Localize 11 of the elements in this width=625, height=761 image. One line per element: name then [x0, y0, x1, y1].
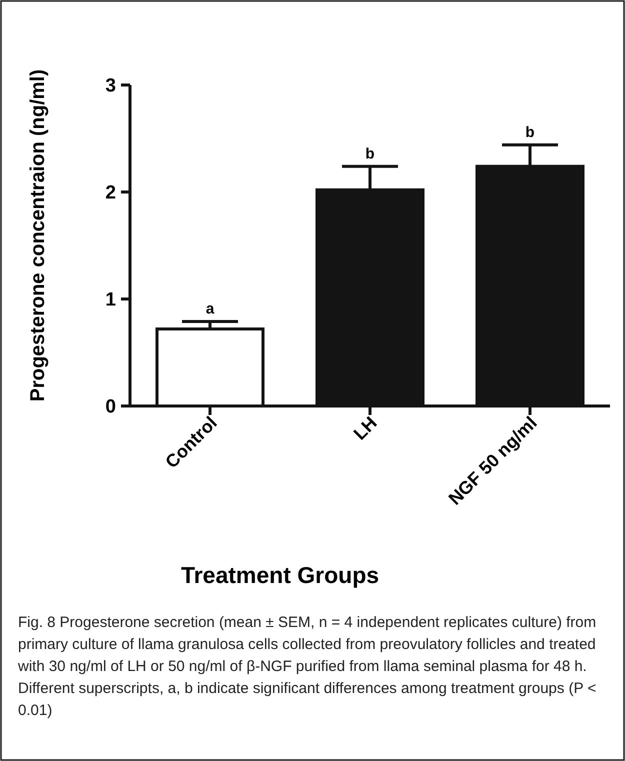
annotation: b	[525, 124, 535, 141]
x-tick-label: LH	[350, 412, 381, 444]
annotation: b	[365, 145, 375, 162]
y-tick-label: 0	[105, 396, 116, 418]
y-tick-label: 1	[105, 290, 116, 311]
caption: Fig. 8 Progesterone secretion (mean ± SEM, n = 4 independent replicates culture) from primary culture of llama granulosa cells collected from preovulatory follicles and treated with 30 ng/ml of LH or 50 ng/ml of β-NGF purified from llama seminal plasma for 48 h. Different superscripts, a, b indicate significant differences among treatment groups (P < 0.01)	[17, 614, 596, 719]
y-tick-label: 2	[105, 182, 116, 204]
x-axis-title: Treatment Groups	[180, 562, 380, 588]
y-tick-label: 3	[105, 76, 116, 97]
y-axis-title: Progesterone concentraion (ng/ml)	[27, 69, 49, 402]
annotation: a	[206, 300, 215, 318]
